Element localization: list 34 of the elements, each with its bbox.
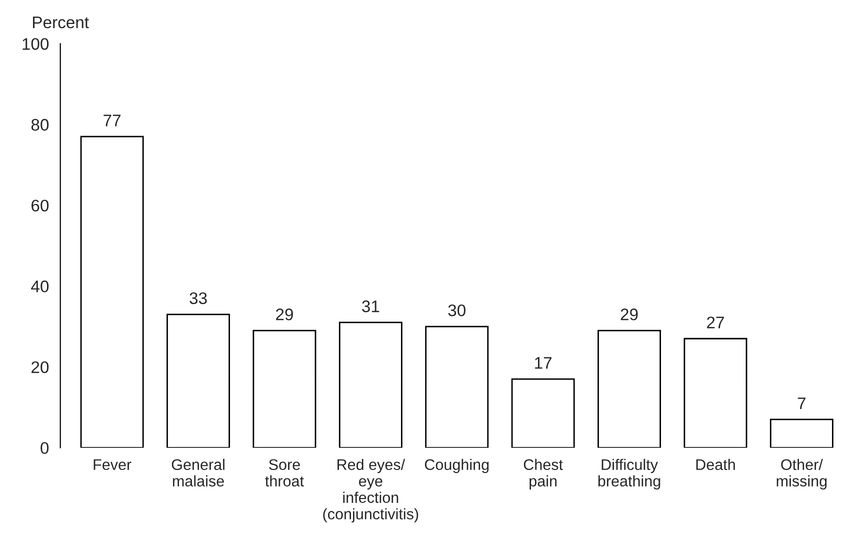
x-tick-label: Chest pain bbox=[524, 458, 563, 490]
x-tick-label: Difficulty breathing bbox=[598, 458, 660, 490]
bar bbox=[252, 330, 316, 448]
data-label: 17 bbox=[535, 357, 552, 369]
bar bbox=[511, 378, 575, 448]
bar bbox=[338, 322, 402, 448]
bar bbox=[80, 136, 144, 448]
x-tick-label: Red eyes/ eye infection (conjunctivitis) bbox=[323, 458, 418, 522]
y-tick-label: 100 bbox=[22, 38, 49, 50]
x-tick-label: Coughing bbox=[424, 458, 489, 474]
y-tick-label: 40 bbox=[31, 280, 49, 292]
bar bbox=[770, 418, 834, 448]
data-label: 29 bbox=[620, 308, 638, 320]
data-label: 7 bbox=[798, 398, 806, 410]
data-label: 29 bbox=[276, 308, 293, 320]
x-tick-label: General malaise bbox=[172, 458, 224, 487]
data-label: 27 bbox=[707, 316, 724, 328]
x-tick-label: Other/ missing bbox=[776, 458, 827, 490]
bar bbox=[598, 330, 661, 448]
bar bbox=[684, 338, 748, 448]
data-label: 30 bbox=[448, 304, 466, 316]
y-tick-label: 60 bbox=[32, 200, 49, 212]
data-label: 31 bbox=[362, 300, 380, 312]
x-tick-label: Fever bbox=[94, 459, 132, 470]
x-tick-label: Death bbox=[696, 458, 735, 470]
y-tick-label: 0 bbox=[40, 442, 49, 454]
data-label: 33 bbox=[190, 292, 207, 304]
bar bbox=[166, 314, 230, 448]
y-tick-label: 20 bbox=[32, 361, 49, 374]
y-axis-title: Percent bbox=[32, 16, 89, 28]
data-label: 77 bbox=[104, 114, 120, 126]
x-tick-label: Sore throat bbox=[265, 459, 304, 487]
y-tick-label: 80 bbox=[31, 118, 49, 131]
bar bbox=[425, 326, 489, 448]
